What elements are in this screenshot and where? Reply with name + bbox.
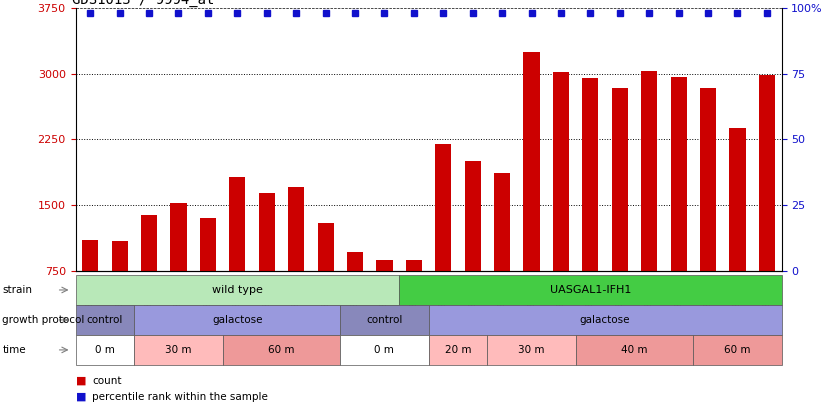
Bar (700, 88, 716, 336)
Bar (229, 177, 245, 336)
Text: GDS1013 / 9994_at: GDS1013 / 9994_at (72, 0, 214, 7)
Text: 30 m: 30 m (165, 345, 192, 355)
Bar (347, 252, 363, 336)
Text: time: time (2, 345, 26, 355)
Text: 40 m: 40 m (621, 345, 648, 355)
Bar (318, 223, 333, 336)
Bar (465, 161, 481, 336)
Bar (288, 188, 305, 336)
Text: 0 m: 0 m (95, 345, 115, 355)
Text: galactose: galactose (580, 315, 631, 325)
Text: 0 m: 0 m (374, 345, 394, 355)
Bar (82, 240, 99, 336)
Bar (553, 72, 569, 336)
Bar (524, 52, 539, 336)
Text: 20 m: 20 m (445, 345, 471, 355)
Text: percentile rank within the sample: percentile rank within the sample (92, 392, 268, 402)
Bar (112, 241, 128, 336)
Bar (406, 260, 422, 336)
Bar (671, 77, 686, 336)
Text: strain: strain (2, 285, 33, 295)
Bar (171, 203, 186, 336)
Text: 60 m: 60 m (268, 345, 295, 355)
Text: control: control (366, 315, 402, 325)
Text: ■: ■ (76, 392, 86, 402)
Bar (141, 215, 157, 336)
Bar (259, 193, 275, 336)
Text: ■: ■ (76, 376, 86, 386)
Bar (729, 128, 745, 336)
Bar (612, 88, 628, 336)
Text: count: count (92, 376, 122, 386)
Text: growth protocol: growth protocol (2, 315, 85, 325)
Bar (759, 75, 775, 336)
Bar (435, 144, 452, 336)
Bar (376, 260, 392, 336)
Text: 60 m: 60 m (724, 345, 750, 355)
Text: control: control (87, 315, 123, 325)
Bar (641, 71, 658, 336)
Text: wild type: wild type (212, 285, 263, 295)
Bar (582, 78, 599, 336)
Bar (494, 173, 510, 336)
Text: UASGAL1-IFH1: UASGAL1-IFH1 (550, 285, 631, 295)
Text: 30 m: 30 m (518, 345, 545, 355)
Text: galactose: galactose (212, 315, 263, 325)
Bar (200, 218, 216, 336)
